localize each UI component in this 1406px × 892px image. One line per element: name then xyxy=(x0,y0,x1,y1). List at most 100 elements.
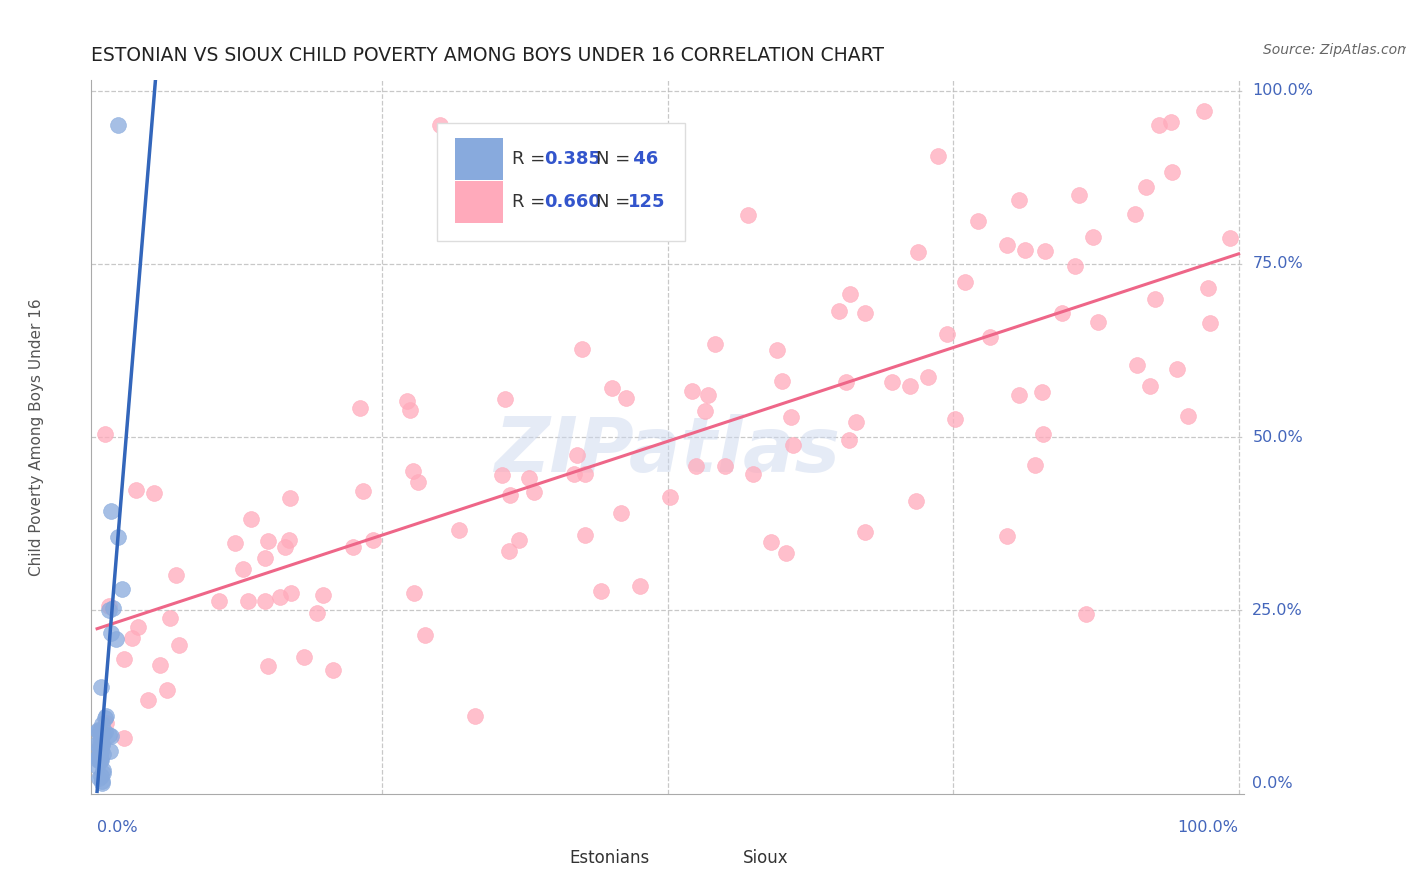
Point xyxy=(89,730,111,744)
Point xyxy=(936,326,959,341)
Point xyxy=(104,632,127,647)
Point xyxy=(517,471,540,485)
FancyBboxPatch shape xyxy=(437,123,685,241)
Text: 46: 46 xyxy=(627,150,659,168)
Point xyxy=(167,638,190,652)
FancyBboxPatch shape xyxy=(454,180,503,223)
Point xyxy=(87,741,110,756)
Point xyxy=(100,504,122,518)
Point xyxy=(775,546,797,560)
Point xyxy=(447,523,470,537)
Point xyxy=(1074,607,1097,622)
Point xyxy=(86,753,108,767)
Point xyxy=(782,438,804,452)
Point xyxy=(770,374,793,388)
Point xyxy=(90,776,112,790)
Point xyxy=(713,458,735,473)
Point xyxy=(224,535,246,549)
Point xyxy=(917,370,939,384)
Point xyxy=(98,603,121,617)
Point xyxy=(127,620,149,634)
Point xyxy=(143,485,166,500)
Point xyxy=(112,652,135,666)
Text: 0.0%: 0.0% xyxy=(97,820,138,835)
Point xyxy=(98,744,121,758)
Point xyxy=(1008,193,1031,207)
Point xyxy=(1008,388,1031,402)
Point xyxy=(349,401,371,415)
Point xyxy=(156,683,179,698)
Point xyxy=(91,730,114,744)
Point xyxy=(87,723,110,738)
Point xyxy=(165,568,187,582)
Point xyxy=(274,540,297,554)
Point xyxy=(779,410,801,425)
Point xyxy=(89,747,111,762)
Point xyxy=(1219,231,1241,245)
Point xyxy=(90,681,112,695)
Point xyxy=(564,467,586,482)
Point xyxy=(86,759,108,773)
Point xyxy=(96,715,118,730)
Point xyxy=(90,754,112,768)
FancyBboxPatch shape xyxy=(510,842,562,874)
Point xyxy=(280,586,302,600)
Point xyxy=(571,342,593,356)
Point xyxy=(1125,358,1147,372)
Text: 0.385: 0.385 xyxy=(544,150,602,168)
Point xyxy=(89,772,111,786)
Point xyxy=(966,214,988,228)
Point xyxy=(704,337,727,351)
Point xyxy=(89,754,111,768)
Point xyxy=(1123,206,1146,220)
Point xyxy=(89,744,111,758)
Point xyxy=(107,530,129,544)
Point xyxy=(898,379,921,393)
Point xyxy=(685,458,707,473)
Point xyxy=(904,494,927,508)
Point xyxy=(98,599,121,613)
Point xyxy=(1033,244,1056,259)
Point xyxy=(89,753,111,767)
Point xyxy=(278,533,301,547)
Point xyxy=(494,392,516,406)
Text: 125: 125 xyxy=(627,193,665,211)
Point xyxy=(239,511,262,525)
Point xyxy=(1194,104,1216,119)
Point xyxy=(124,483,146,498)
Text: ZIPatlas: ZIPatlas xyxy=(495,415,841,488)
Text: Source: ZipAtlas.com: Source: ZipAtlas.com xyxy=(1263,43,1406,57)
Text: 100.0%: 100.0% xyxy=(1253,83,1313,98)
Point xyxy=(1064,259,1087,273)
Point xyxy=(121,631,143,645)
Point xyxy=(927,149,949,163)
Point xyxy=(1177,409,1199,423)
Point xyxy=(94,724,117,739)
Text: ESTONIAN VS SIOUX CHILD POVERTY AMONG BOYS UNDER 16 CORRELATION CHART: ESTONIAN VS SIOUX CHILD POVERTY AMONG BO… xyxy=(91,45,884,65)
Point xyxy=(1161,165,1184,179)
Point xyxy=(97,728,120,742)
Point xyxy=(136,693,159,707)
Text: Estonians: Estonians xyxy=(569,849,650,867)
Point xyxy=(87,723,110,737)
Point xyxy=(94,711,117,725)
Point xyxy=(311,588,333,602)
Point xyxy=(90,769,112,783)
Point xyxy=(955,275,977,289)
Point xyxy=(491,467,513,482)
Point xyxy=(591,584,613,599)
Point xyxy=(1031,384,1053,399)
Point xyxy=(94,426,117,441)
Point xyxy=(1199,316,1222,330)
Point xyxy=(91,766,114,780)
Point xyxy=(600,381,623,395)
Point xyxy=(508,533,530,547)
Text: Child Poverty Among Boys Under 16: Child Poverty Among Boys Under 16 xyxy=(28,298,44,576)
Point xyxy=(759,535,782,549)
FancyBboxPatch shape xyxy=(683,842,735,874)
Point xyxy=(766,343,789,358)
Point xyxy=(1147,118,1170,132)
Point xyxy=(91,716,114,731)
Point xyxy=(257,534,280,549)
Point xyxy=(853,306,876,320)
